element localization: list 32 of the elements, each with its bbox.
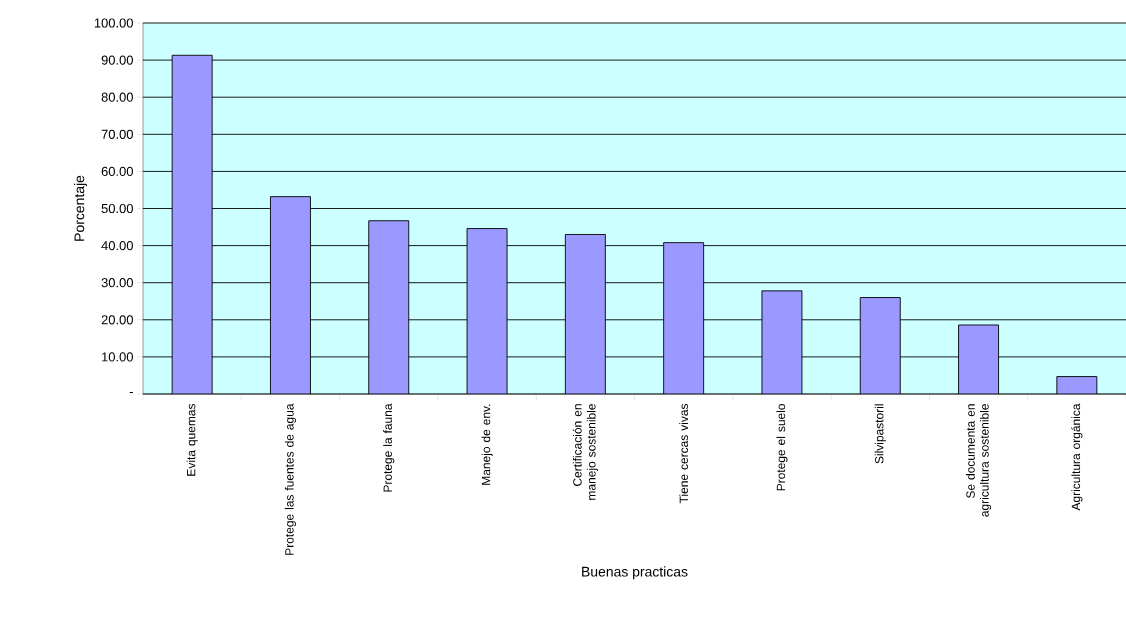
x-tick-label: Tiene cercas vivas [679, 403, 689, 504]
x-tick-label: Protege el suelo [776, 404, 788, 491]
y-axis-title: Porcentaje [74, 175, 88, 241]
y-tick-label: 100.00 [94, 18, 133, 28]
bar [761, 290, 803, 394]
x-tick-label: Se documenta en agricultura sostenible [966, 404, 992, 517]
bar [564, 234, 606, 394]
x-tick-label: Agricultura orgánica [1071, 403, 1083, 511]
x-tick-label: Evita quemas [186, 403, 198, 476]
x-tick-label: Silvipastoril [874, 404, 886, 464]
y-tick-label: 80.00 [101, 92, 133, 102]
y-tick-label: - [129, 392, 133, 394]
bar [171, 54, 213, 394]
y-tick-label: 50.00 [101, 203, 133, 214]
y-tick-label: 70.00 [101, 129, 133, 139]
y-tick-label: 90.00 [101, 55, 133, 65]
bar [270, 196, 311, 394]
y-tick-label: 60.00 [101, 166, 133, 176]
x-tick-label: Certificación en manejo sostenible [572, 404, 598, 500]
y-tick-label: 30.00 [101, 278, 133, 288]
x-tick-label: Manejo de env. [481, 404, 493, 485]
y-tick-label: 40.00 [101, 241, 133, 251]
y-tick-label: 10.00 [102, 352, 133, 362]
bar [859, 297, 901, 394]
bar [368, 220, 410, 394]
x-tick-label: Protege las fuentes de agua [284, 403, 297, 555]
x-axis-title: Buenas practicas [582, 566, 688, 580]
y-tick-label: 20.00 [101, 315, 133, 325]
bar [663, 242, 705, 394]
bar [958, 324, 999, 394]
x-tick-label: Protege la fauna [383, 403, 395, 492]
bar [466, 228, 508, 394]
